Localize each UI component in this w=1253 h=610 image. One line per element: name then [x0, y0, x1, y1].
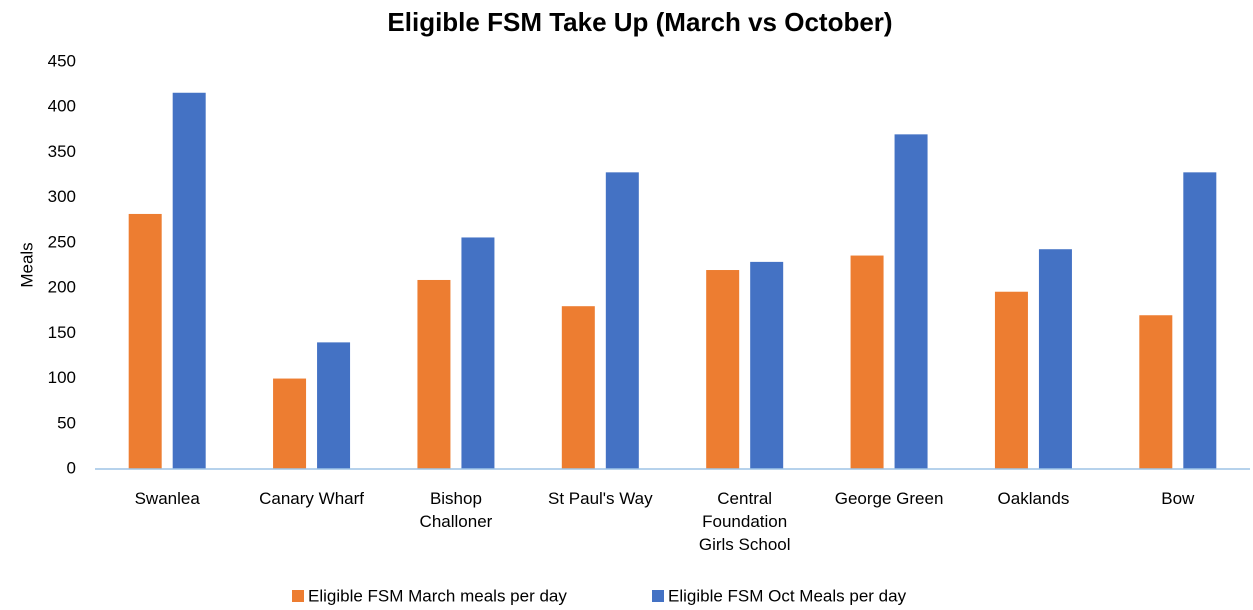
- bar: [1183, 172, 1217, 469]
- x-tick-label: Oaklands: [998, 489, 1070, 508]
- bar: [994, 291, 1028, 469]
- bar: [605, 172, 639, 469]
- bar: [1038, 249, 1072, 469]
- x-tick-label: Swanlea: [135, 489, 201, 508]
- y-tick-label: 0: [67, 458, 76, 477]
- bar: [561, 306, 595, 469]
- y-tick-label: 150: [48, 323, 76, 342]
- legend-swatch: [292, 590, 304, 602]
- bar: [417, 279, 451, 469]
- legend-label: Eligible FSM March meals per day: [308, 586, 567, 605]
- bar: [750, 261, 784, 469]
- legend-swatch: [652, 590, 664, 602]
- y-tick-label: 350: [48, 142, 76, 161]
- bar: [317, 342, 351, 469]
- y-tick-label: 200: [48, 278, 76, 297]
- x-tick-label: Canary Wharf: [259, 489, 364, 508]
- bar: [894, 134, 928, 469]
- y-tick-label: 450: [48, 51, 76, 70]
- bar: [850, 255, 884, 469]
- y-tick-label: 400: [48, 97, 76, 116]
- y-tick-label: 100: [48, 368, 76, 387]
- x-tick-label: Bow: [1161, 489, 1195, 508]
- bar: [172, 92, 206, 470]
- x-tick-label: St Paul's Way: [548, 489, 653, 508]
- bar: [128, 213, 162, 469]
- bar: [273, 378, 307, 469]
- bar: [706, 270, 740, 469]
- chart-title: Eligible FSM Take Up (March vs October): [387, 7, 892, 37]
- y-tick-label: 50: [57, 413, 76, 432]
- y-tick-label: 250: [48, 232, 76, 251]
- y-tick-label: 300: [48, 187, 76, 206]
- x-tick-label: George Green: [835, 489, 944, 508]
- legend-label: Eligible FSM Oct Meals per day: [668, 586, 907, 605]
- bar: [461, 237, 495, 469]
- x-tick-label: Bishop Challoner: [420, 489, 493, 531]
- y-axis-label: Meals: [17, 242, 36, 287]
- bar: [1139, 315, 1173, 469]
- x-tick-label: Central Foundation Girls School: [699, 489, 791, 554]
